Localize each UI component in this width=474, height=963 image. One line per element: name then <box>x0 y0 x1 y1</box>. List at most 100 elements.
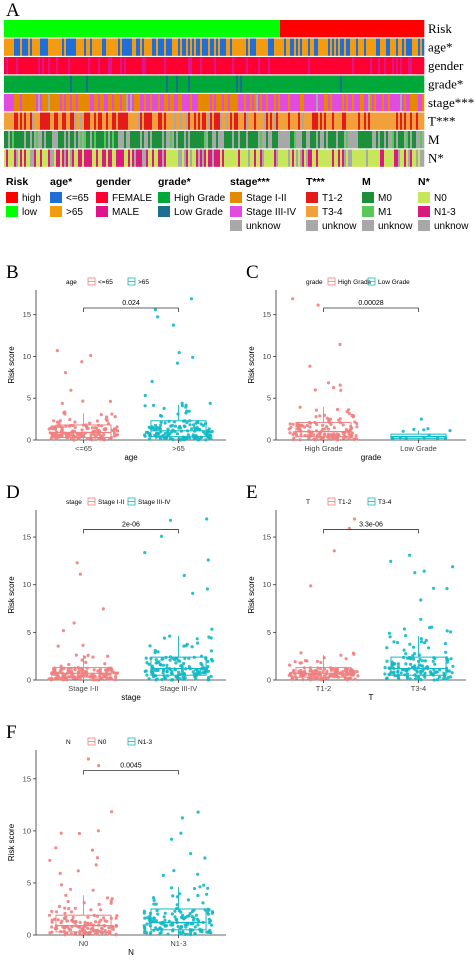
track-cell <box>182 149 185 167</box>
track-cell <box>410 57 413 75</box>
track-cell <box>244 112 247 130</box>
legend-label: T3-4 <box>322 207 343 218</box>
track-cell <box>36 20 39 38</box>
track-cell <box>186 131 189 149</box>
track-cell <box>356 149 359 167</box>
data-point <box>433 662 437 666</box>
track-cell <box>236 57 239 75</box>
track-cell <box>186 75 189 93</box>
track-cell <box>292 57 295 75</box>
track-cell <box>334 112 337 130</box>
track-label: stage*** <box>428 95 474 110</box>
track-cell <box>318 38 321 56</box>
legend-swatch <box>96 192 108 203</box>
track-cell <box>328 38 331 56</box>
track-cell <box>412 131 415 149</box>
data-point <box>206 665 210 669</box>
track-cell <box>164 20 167 38</box>
track-cell <box>270 131 273 149</box>
track-cell <box>70 94 73 112</box>
track-cell <box>266 112 269 130</box>
track-cell <box>308 38 311 56</box>
track-cell <box>236 20 239 38</box>
track-cell <box>20 112 23 130</box>
data-point <box>307 673 311 677</box>
track-cell <box>52 57 55 75</box>
data-point <box>112 431 116 435</box>
track-cell <box>348 94 351 112</box>
legend-swatch <box>50 206 62 217</box>
track-cell <box>382 94 385 112</box>
track-cell <box>224 112 227 130</box>
track-cell <box>216 75 219 93</box>
track-cell <box>376 149 379 167</box>
data-point <box>432 656 436 660</box>
track-cell <box>260 94 263 112</box>
track-cell <box>68 38 71 56</box>
track-cell <box>180 131 183 149</box>
track-cell <box>156 20 159 38</box>
track-cell <box>130 38 133 56</box>
track-cell <box>116 75 119 93</box>
track-cell <box>136 149 139 167</box>
data-point <box>299 661 303 665</box>
track-cell <box>116 94 119 112</box>
track-cell <box>290 75 293 93</box>
track-cell <box>182 20 185 38</box>
track-cell <box>384 131 387 149</box>
data-point <box>444 677 448 681</box>
data-point <box>108 399 112 403</box>
track-cell <box>48 75 51 93</box>
track-cell <box>260 38 263 56</box>
track-cell <box>36 112 39 130</box>
track-cell <box>202 57 205 75</box>
series-1: N1-3 <box>142 810 215 948</box>
track-label: T*** <box>428 114 455 129</box>
track-cell <box>148 94 151 112</box>
track-cell <box>14 149 17 167</box>
track-cell <box>46 75 49 93</box>
track-cell <box>84 75 87 93</box>
track-cell <box>58 131 61 149</box>
track-cell <box>184 112 187 130</box>
data-point <box>347 437 351 441</box>
track-cell <box>298 20 301 38</box>
track-cell <box>382 131 385 149</box>
track-cell <box>232 149 235 167</box>
track-cell <box>390 57 393 75</box>
track-cell <box>106 94 109 112</box>
track-cell <box>282 131 285 149</box>
track-cell <box>228 131 231 149</box>
track-cell <box>176 20 179 38</box>
track-cell <box>354 75 357 93</box>
track-cell <box>214 112 217 130</box>
track-cell <box>176 57 179 75</box>
legend-label: High Grade <box>174 193 226 204</box>
track-cell <box>374 57 377 75</box>
track-cell <box>386 57 389 75</box>
track-cell <box>422 57 425 75</box>
track-cell <box>90 149 93 167</box>
track-cell <box>250 38 253 56</box>
track-cell <box>196 131 199 149</box>
data-point <box>50 909 54 914</box>
data-point <box>63 906 67 910</box>
track-cell <box>190 131 193 149</box>
track-cell <box>182 75 185 93</box>
track-cell <box>288 38 291 56</box>
track-cell <box>16 38 19 56</box>
track-cell <box>414 112 417 130</box>
track-cell <box>280 131 283 149</box>
track-cell <box>24 149 27 167</box>
track-cell <box>286 57 289 75</box>
track-cell <box>4 149 7 167</box>
track-cell <box>300 149 303 167</box>
track-cell <box>302 131 305 149</box>
track-cell <box>172 149 175 167</box>
track-cell <box>304 149 307 167</box>
track-cell <box>356 112 359 130</box>
track-cell <box>244 149 247 167</box>
data-point <box>61 629 65 633</box>
data-point <box>419 640 424 644</box>
track-cell <box>342 20 345 38</box>
